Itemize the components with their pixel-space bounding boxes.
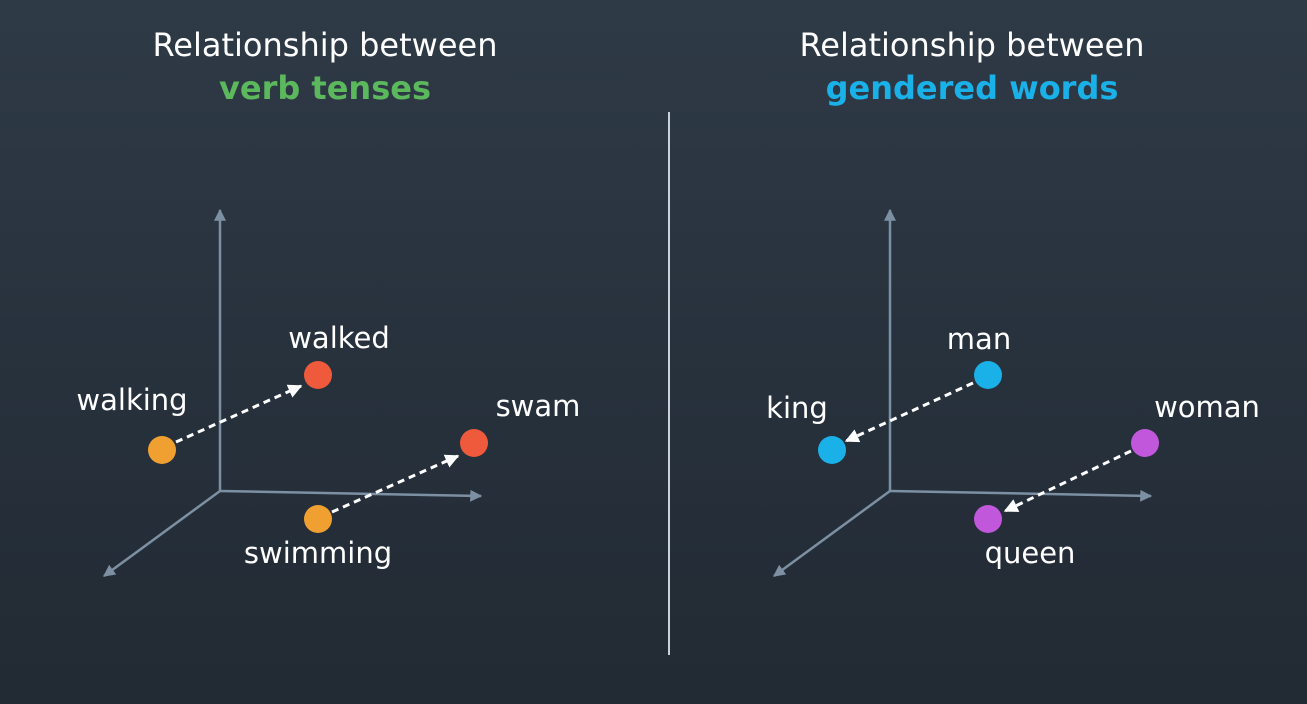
label-woman: woman (1154, 390, 1260, 424)
point-walking (148, 436, 176, 464)
label-king: king (766, 391, 828, 425)
right-axes (773, 208, 1153, 578)
point-swimming (304, 505, 332, 533)
point-swam (460, 429, 488, 457)
left-axis-depth (103, 489, 221, 578)
left-title-accent: verb tenses (219, 69, 431, 107)
right-axis-depth (773, 489, 891, 578)
label-swimming: swimming (244, 536, 392, 570)
point-walked (304, 361, 332, 389)
right-title-line1: Relationship between (799, 26, 1145, 64)
arrow-walking-to-walked (175, 384, 303, 444)
point-king (818, 436, 846, 464)
left-panel-title: Relationship between verb tenses (45, 24, 605, 110)
label-walked: walked (288, 321, 390, 355)
label-queen: queen (985, 536, 1076, 570)
arrow-man-to-king (844, 381, 974, 443)
point-woman (1131, 429, 1159, 457)
left-axis-horizontal (219, 489, 483, 502)
left-title-line1: Relationship between (152, 26, 498, 64)
point-man (974, 361, 1002, 389)
label-man: man (947, 322, 1011, 356)
right-panel-title: Relationship between gendered words (692, 24, 1252, 110)
label-swam: swam (496, 389, 581, 423)
left-axes (103, 208, 483, 578)
label-walking: walking (76, 383, 187, 417)
point-queen (974, 505, 1002, 533)
right-axis-horizontal (889, 489, 1153, 502)
arrow-woman-to-queen (1003, 449, 1132, 513)
arrow-swimming-to-swam (331, 454, 460, 514)
right-title-accent: gendered words (825, 69, 1119, 107)
